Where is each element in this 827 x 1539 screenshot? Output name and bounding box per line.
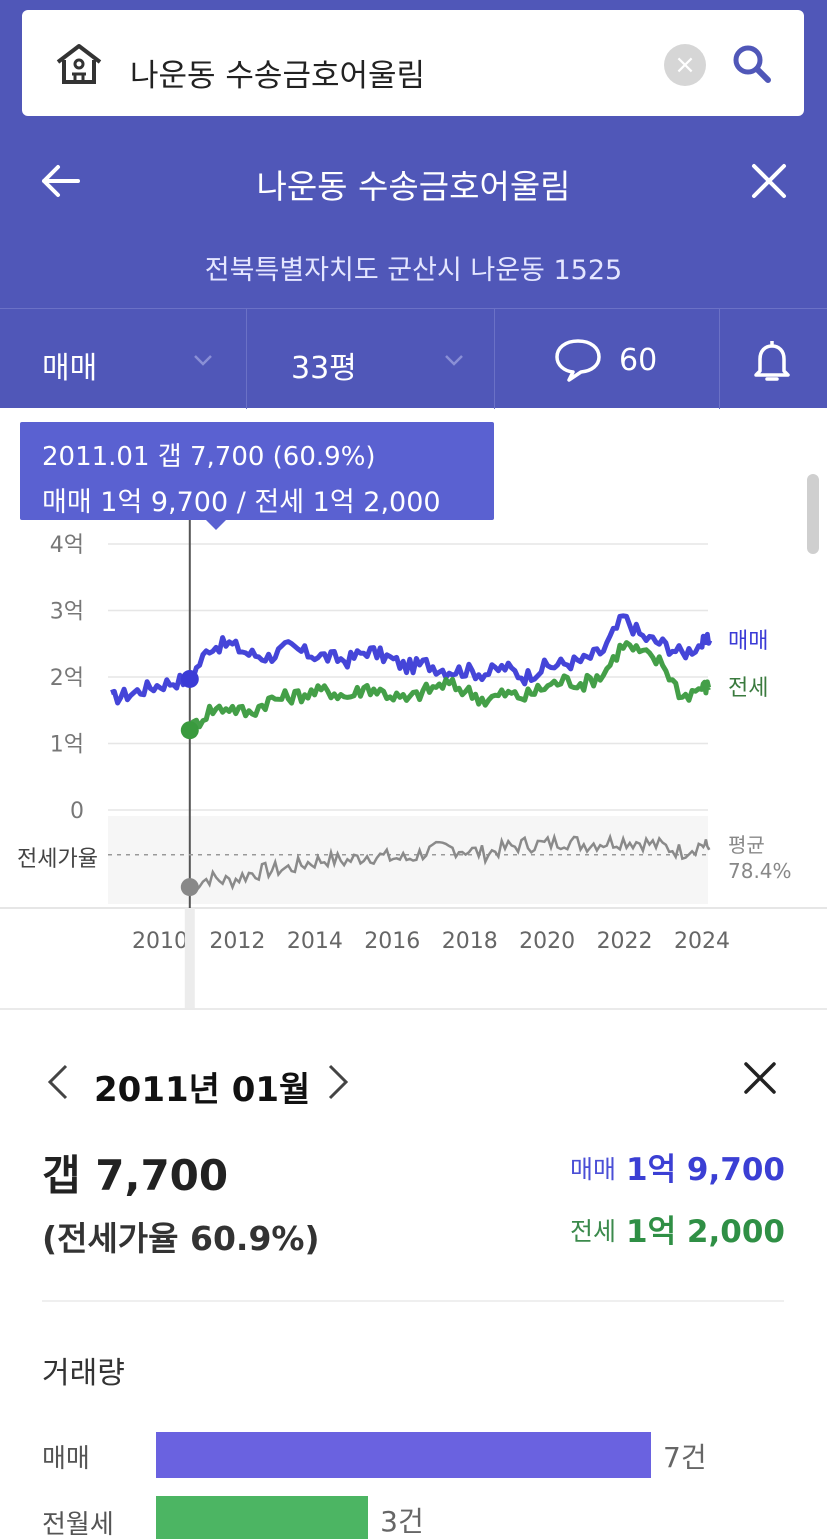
area-dropdown[interactable]: 33평 bbox=[247, 309, 495, 409]
price-chart[interactable]: 4억 3억 2억 1억 0 2010 2012 2014 2016 2018 2020 2022 202… bbox=[0, 408, 827, 1008]
gap-value: 갭 7,700 bbox=[42, 1151, 229, 1200]
x-tick-label: 2020 bbox=[519, 929, 575, 954]
y-tick-label: 3억 bbox=[50, 600, 84, 625]
scrollbar[interactable] bbox=[807, 474, 819, 554]
chevron-right-icon[interactable] bbox=[326, 1062, 352, 1102]
period-label: 2011년 01월 bbox=[94, 1070, 311, 1110]
sale-selected-point bbox=[180, 669, 199, 688]
volume-rent-label: 전월세 bbox=[42, 1510, 114, 1539]
tooltip-gap-text: 2011.01 갭 7,700 (60.9%) bbox=[42, 442, 376, 472]
page-title: 나운동 수송금호어울림 bbox=[256, 167, 571, 206]
x-tick-label: 2012 bbox=[209, 929, 265, 954]
volume-sale-count: 7건 bbox=[663, 1441, 707, 1474]
sale-series-line bbox=[110, 613, 713, 706]
volume-sale-bar bbox=[156, 1432, 651, 1478]
search-input[interactable]: 나운동 수송금호어울림 bbox=[130, 58, 426, 94]
jeonse-series-label: 전세 bbox=[728, 676, 768, 701]
tooltip-price-text: 매매 1억 9,700 / 전세 1억 2,000 bbox=[42, 487, 441, 518]
x-tick-label: 2018 bbox=[442, 929, 498, 954]
tooltip-pointer bbox=[206, 520, 226, 530]
ratio-average-label: 평균 bbox=[728, 833, 765, 857]
sale-price-value: 1억 9,700 bbox=[626, 1152, 785, 1188]
chart-tooltip: 2011.01 갭 7,700 (60.9%) 매매 1억 9,700 / 전세… bbox=[20, 422, 494, 530]
filter-bar: 매매 33평 60 bbox=[0, 308, 827, 409]
y-tick-label: 4억 bbox=[50, 533, 84, 558]
divider bbox=[42, 1300, 784, 1302]
address-text: 전북특별자치도 군산시 나운동 1525 bbox=[204, 255, 623, 286]
trade-type-label: 매매 bbox=[42, 351, 98, 386]
jeonse-price-label: 전세 bbox=[570, 1217, 617, 1246]
house-icon[interactable] bbox=[54, 42, 104, 86]
sale-series-label: 매매 bbox=[728, 629, 768, 654]
x-tick-label: 2010 bbox=[132, 929, 188, 954]
chevron-left-icon[interactable] bbox=[44, 1062, 70, 1102]
jeonse-selected-point bbox=[180, 721, 199, 740]
volume-rent-count: 3건 bbox=[380, 1505, 424, 1538]
ratio-average-value: 78.4% bbox=[728, 859, 792, 883]
ratio-series-line bbox=[189, 832, 711, 893]
chevron-down-icon bbox=[194, 355, 212, 366]
volume-title: 거래량 bbox=[42, 1356, 125, 1391]
back-arrow-icon[interactable] bbox=[38, 158, 84, 204]
close-icon[interactable] bbox=[742, 1060, 778, 1096]
volume-rent-bar bbox=[156, 1496, 369, 1539]
search-icon[interactable] bbox=[728, 40, 776, 88]
chart-canvas[interactable]: 4억 3억 2억 1억 0 2010 2012 2014 2016 2018 2020 2022 202… bbox=[0, 408, 827, 1008]
cursor-track bbox=[184, 908, 195, 1008]
comments-count: 60 bbox=[619, 343, 658, 378]
x-circle-icon[interactable]: × bbox=[664, 44, 706, 86]
detail-panel: 2011년 01월 갭 7,700 (전세가율 60.9%) 매매 1억 9,7… bbox=[0, 1008, 827, 1539]
y-tick-label: 0 bbox=[70, 799, 84, 824]
jeonse-ratio-value: (전세가율 60.9%) bbox=[42, 1219, 320, 1258]
area-label: 33평 bbox=[291, 351, 357, 386]
jeonse-series-line bbox=[187, 640, 712, 737]
x-tick-label: 2016 bbox=[364, 929, 420, 954]
bell-icon bbox=[754, 341, 790, 381]
x-tick-label: 2014 bbox=[287, 929, 343, 954]
ratio-selected-point bbox=[180, 878, 199, 897]
ratio-label: 전세가율 bbox=[17, 847, 98, 872]
jeonse-price-value: 1억 2,000 bbox=[626, 1214, 785, 1250]
search-bar[interactable]: 나운동 수송금호어울림 × bbox=[22, 10, 804, 116]
y-tick-label: 1억 bbox=[50, 733, 84, 758]
trade-type-dropdown[interactable]: 매매 bbox=[0, 309, 247, 409]
sale-price-label: 매매 bbox=[570, 1155, 617, 1184]
comments-button[interactable]: 60 bbox=[495, 309, 720, 409]
app-header: 나운동 수송금호어울림 × 나운동 수송금호어울림 전북특별자치도 군산시 나운… bbox=[0, 0, 827, 409]
close-icon[interactable] bbox=[750, 162, 788, 200]
x-tick-label: 2022 bbox=[597, 929, 653, 954]
alert-button[interactable] bbox=[720, 309, 827, 409]
speech-bubble-icon bbox=[555, 339, 601, 382]
x-tick-label: 2024 bbox=[674, 929, 730, 954]
volume-sale-label: 매매 bbox=[42, 1444, 90, 1474]
chevron-down-icon bbox=[445, 355, 463, 366]
y-tick-label: 2억 bbox=[50, 666, 84, 691]
